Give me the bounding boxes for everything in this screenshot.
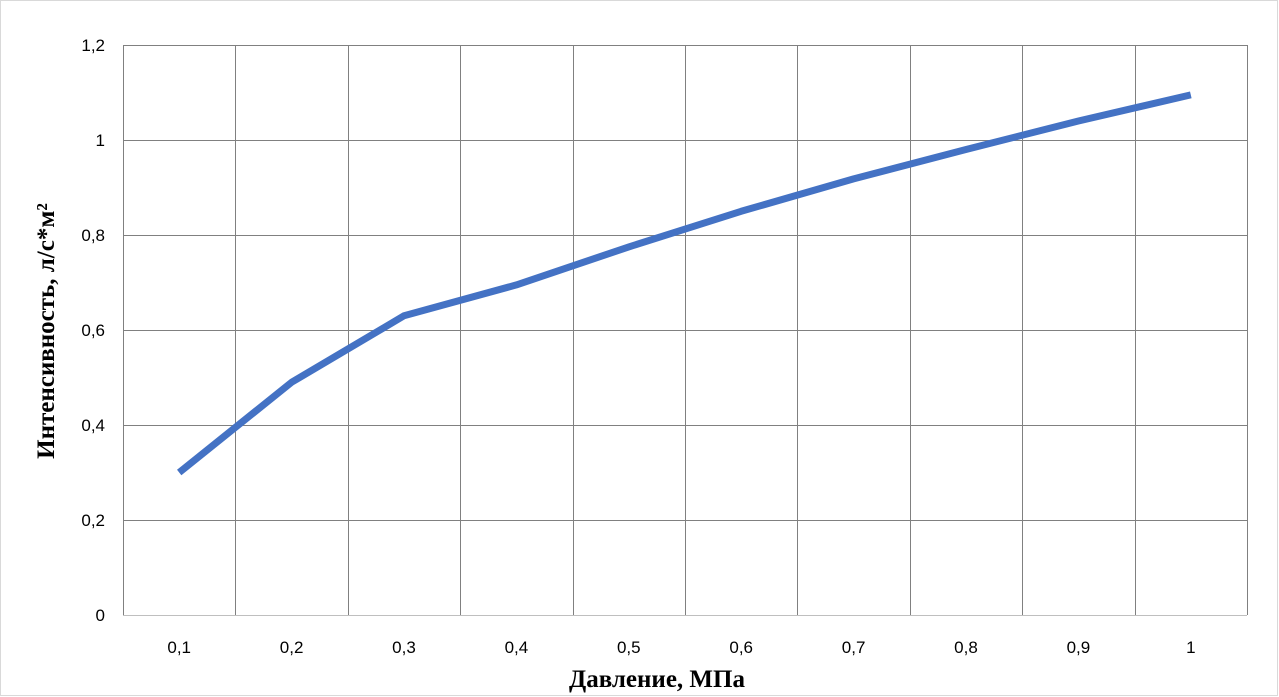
y-tick-label: 0,8 xyxy=(81,226,105,245)
y-tick-label: 0,2 xyxy=(81,511,105,530)
x-tick-labels: 0,1 0,2 0,3 0,4 0,5 0,6 0,7 0,8 0,9 1 xyxy=(167,638,1195,657)
y-tick-label: 1,2 xyxy=(81,36,105,55)
x-tick-label: 0,3 xyxy=(392,638,416,657)
y-tick-label: 0,4 xyxy=(81,416,105,435)
gridlines xyxy=(123,45,1248,616)
series-line xyxy=(177,91,1192,476)
x-tick-label: 0,7 xyxy=(842,638,866,657)
y-axis-title: Интенсивность, л/с*м² xyxy=(33,203,60,459)
x-tick-label: 0,6 xyxy=(729,638,753,657)
y-tick-label: 0,6 xyxy=(81,321,105,340)
x-tick-label: 1 xyxy=(1186,638,1195,657)
y-tick-labels: 0 0,2 0,4 0,6 0,8 1 1,2 xyxy=(81,36,105,625)
x-tick-label: 0,8 xyxy=(954,638,978,657)
x-tick-label: 0,5 xyxy=(617,638,641,657)
x-tick-label: 0,4 xyxy=(505,638,529,657)
x-tick-label: 0,1 xyxy=(167,638,191,657)
y-tick-label: 0 xyxy=(96,606,105,625)
x-tick-label: 0,2 xyxy=(280,638,304,657)
x-axis-title: Давление, МПа xyxy=(569,666,745,693)
series-layer xyxy=(177,91,1192,476)
y-tick-label: 1 xyxy=(96,131,105,150)
x-tick-label: 0,9 xyxy=(1067,638,1091,657)
